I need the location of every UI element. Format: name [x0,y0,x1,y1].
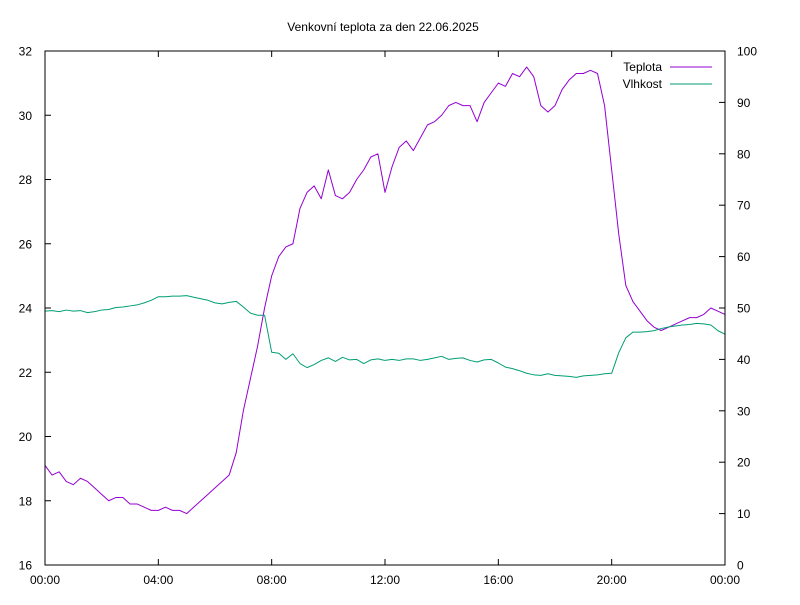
x-tick-label: 16:00 [483,573,513,587]
y-right-tick-label: 20 [737,456,751,470]
x-tick-label: 12:00 [370,573,400,587]
legend: Teplota Vlhkost [623,60,712,91]
y-left-tick-label: 18 [19,494,33,508]
y-left-tick-label: 16 [19,559,33,573]
y-right-tick-label: 30 [737,404,751,418]
x-tick-label: 04:00 [143,573,173,587]
y-right-tick-label: 70 [737,199,751,213]
y-right-tick-label: 0 [737,559,744,573]
x-tick-label: 00:00 [30,573,60,587]
y-right-tick-label: 80 [737,147,751,161]
legend-label-vlhkost: Vlhkost [623,77,663,91]
series-line-teplota [44,66,726,515]
y-right-tick-label: 10 [737,507,751,521]
y-left-tick-label: 26 [19,237,33,251]
y-left-tick-label: 22 [19,366,33,380]
chart-title: Venkovní teplota za den 22.06.2025 [287,20,479,34]
x-tick-label: 20:00 [597,573,627,587]
y-left-tick-label: 24 [19,302,33,316]
x-tick-label: 00:00 [710,573,740,587]
y-right-tick-label: 90 [737,96,751,110]
tick-layer: 16 18 20 22 24 26 28 30 32 0 10 20 30 40 50 60 70 80 90 100… [19,45,758,588]
y-left-tick-label: 32 [19,45,33,59]
plot-frame [44,50,726,566]
y-right-tick-label: 60 [737,250,751,264]
legend-label-teplota: Teplota [623,60,662,74]
y-right-tick-label: 40 [737,353,751,367]
y-right-tick-label: 100 [737,45,757,59]
series-layer [44,66,726,515]
series-line-vlhkost [44,295,726,378]
y-left-tick-label: 20 [19,430,33,444]
y-left-tick-label: 30 [19,109,33,123]
y-right-tick-label: 50 [737,302,751,316]
x-tick-label: 08:00 [257,573,287,587]
y-left-tick-label: 28 [19,173,33,187]
